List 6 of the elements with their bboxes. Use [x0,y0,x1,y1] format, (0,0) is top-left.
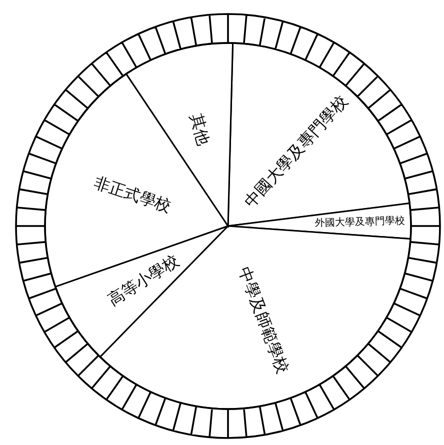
slice-label: 非正式學校 [92,172,174,216]
slice-label: 中學及師範學校 [234,264,293,376]
slice-label: 中國大學及專門學校 [240,92,351,212]
slice-label: 其他 [186,111,214,148]
legend-label: 外國大學及專門學校 [314,214,405,230]
slice-label: 高等小學校 [104,250,182,310]
